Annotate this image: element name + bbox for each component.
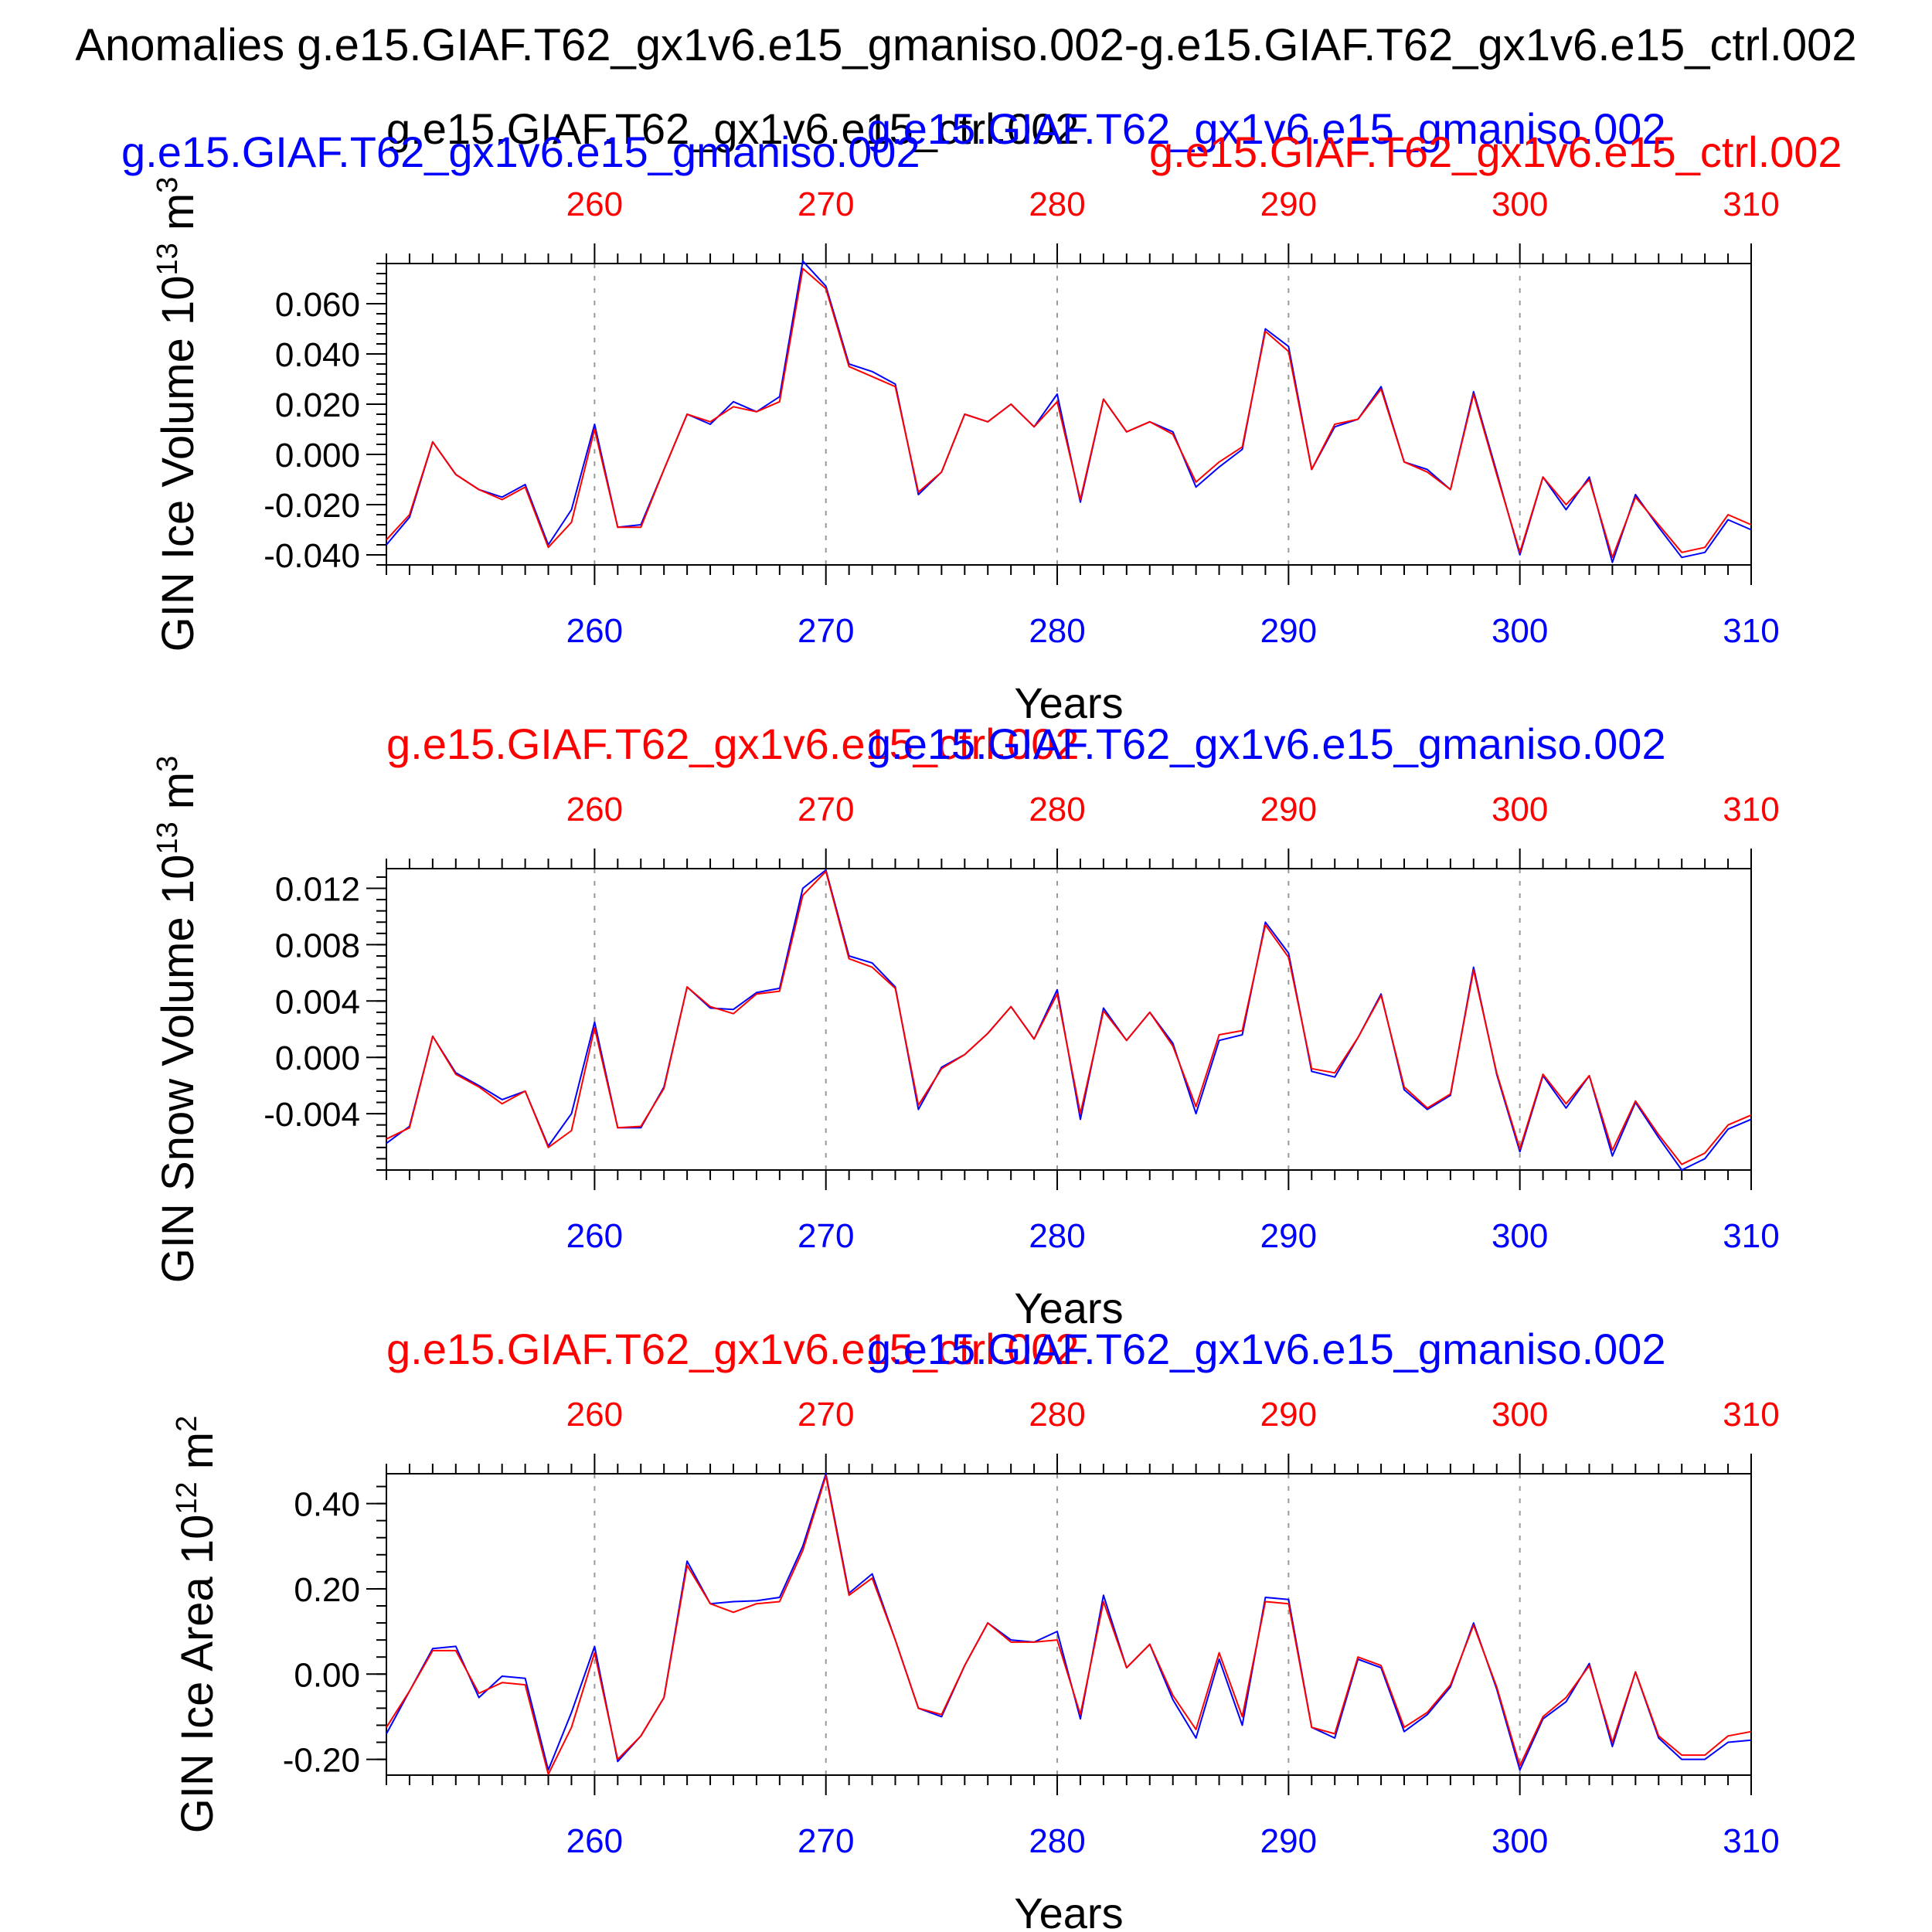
y-tick-label: 0.20 [294, 1571, 360, 1609]
x-tick-label-top: 260 [566, 1396, 623, 1434]
x-tick-label-top: 270 [798, 1396, 854, 1434]
x-tick-label-bottom: 260 [566, 612, 623, 650]
y-tick-label: -0.040 [264, 537, 360, 575]
panel-title-left: g.e15.GIAF.T62_gx1v6.e15_ctrl.002 [386, 719, 1080, 768]
y-axis-label: GIN Ice Volume 1013 m3 [151, 177, 203, 652]
y-tick-label: 0.020 [275, 386, 360, 424]
y-tick-label: 0.060 [275, 286, 360, 324]
x-tick-label-bottom: 300 [1492, 1822, 1548, 1860]
x-tick-label-top: 260 [566, 185, 623, 223]
plot-frame [386, 263, 1752, 566]
x-tick-label-bottom: 290 [1260, 612, 1317, 650]
x-axis-label: Years [1014, 1284, 1123, 1332]
x-tick-label-top: 290 [1260, 185, 1317, 223]
plot-frame [386, 868, 1752, 1171]
x-tick-label-bottom: 280 [1029, 1822, 1085, 1860]
x-tick-label-top: 270 [798, 185, 854, 223]
x-tick-label-bottom: 260 [566, 1217, 623, 1255]
chart-panel-1: 260 260 270 270 280 280 290 290 300 300 310 310 -0.0… [121, 104, 1842, 727]
y-tick-label: 0.008 [275, 927, 360, 964]
y-axis-label: GIN Ice Area 1012 m2 [171, 1416, 223, 1834]
x-tick-label-top: 270 [798, 791, 854, 828]
x-tick-label-bottom: 300 [1492, 612, 1548, 650]
series-line-gmaniso [386, 869, 1752, 1171]
panel-title-right: g.e15.GIAF.T62_gx1v6.e15_gmaniso.002 [867, 719, 1666, 768]
series-line-gmaniso [386, 1473, 1752, 1771]
series-line-ctrl [386, 267, 1752, 559]
y-tick-label: 0.040 [275, 336, 360, 374]
panel-title-right: g.e15.GIAF.T62_gx1v6.e15_ctrl.002 [1149, 128, 1842, 176]
x-tick-label-bottom: 290 [1260, 1217, 1317, 1255]
y-tick-label: 0.00 [294, 1656, 360, 1694]
x-tick-label-top: 260 [566, 791, 623, 828]
y-tick-label: -0.020 [264, 487, 360, 525]
x-tick-label-top: 300 [1492, 1396, 1548, 1434]
x-tick-label-bottom: 310 [1723, 1217, 1779, 1255]
y-tick-label: 0.40 [294, 1486, 360, 1524]
x-tick-label-bottom: 290 [1260, 1822, 1317, 1860]
panel-title-left: g.e15.GIAF.T62_gx1v6.e15_ctrl.002 [386, 1325, 1080, 1373]
x-tick-label-bottom: 260 [566, 1822, 623, 1860]
main-title: Anomalies g.e15.GIAF.T62_gx1v6.e15_gmani… [75, 20, 1856, 70]
x-tick-label-bottom: 310 [1723, 612, 1779, 650]
panel-title-left: g.e15.GIAF.T62_gx1v6.e15_gmaniso.002 [121, 128, 920, 176]
panel-title-red: g.e15.GIAF.T62_gx1v6.e15_ctrl.002 [386, 104, 1080, 153]
x-tick-label-bottom: 270 [798, 1217, 854, 1255]
x-tick-label-bottom: 280 [1029, 1217, 1085, 1255]
chart-panel-3: 260 260 270 270 280 280 290 290 300 300 310 310 -0.2… [171, 1325, 1780, 1932]
x-tick-label-top: 310 [1723, 791, 1779, 828]
x-tick-label-top: 310 [1723, 1396, 1779, 1434]
x-tick-label-top: 280 [1029, 791, 1085, 828]
x-tick-label-bottom: 300 [1492, 1217, 1548, 1255]
x-tick-label-top: 300 [1492, 791, 1548, 828]
panel-title-blue: g.e15.GIAF.T62_gx1v6.e15_gmaniso.002 [867, 104, 1666, 153]
y-axis-label: GIN Snow Volume 1013 m3 [151, 756, 203, 1283]
x-tick-label-bottom: 270 [798, 1822, 854, 1860]
series-line-ctrl [386, 870, 1752, 1165]
series-line-ctrl [386, 1475, 1752, 1775]
y-tick-label: 0.000 [275, 437, 360, 474]
y-tick-label: 0.000 [275, 1039, 360, 1077]
chart-panel-2: 260 260 270 270 280 280 290 290 300 300 310 310 -0.0… [151, 719, 1780, 1332]
x-tick-label-top: 280 [1029, 1396, 1085, 1434]
series-line-gmaniso [386, 260, 1752, 563]
y-tick-label: 0.012 [275, 871, 360, 909]
plot-frame [386, 1473, 1752, 1776]
x-tick-label-bottom: 270 [798, 612, 854, 650]
y-tick-label: -0.004 [264, 1096, 360, 1134]
x-axis-label: Years [1014, 679, 1123, 727]
x-tick-label-top: 280 [1029, 185, 1085, 223]
x-tick-label-bottom: 310 [1723, 1822, 1779, 1860]
panel-title-right: g.e15.GIAF.T62_gx1v6.e15_gmaniso.002 [867, 1325, 1666, 1373]
x-tick-label-bottom: 280 [1029, 612, 1085, 650]
x-tick-label-top: 300 [1492, 185, 1548, 223]
x-tick-label-top: 310 [1723, 185, 1779, 223]
y-tick-label: -0.20 [283, 1742, 360, 1780]
x-tick-label-top: 290 [1260, 791, 1317, 828]
x-tick-label-top: 290 [1260, 1396, 1317, 1434]
y-tick-label: 0.004 [275, 983, 360, 1021]
x-axis-label: Years [1014, 1889, 1123, 1932]
